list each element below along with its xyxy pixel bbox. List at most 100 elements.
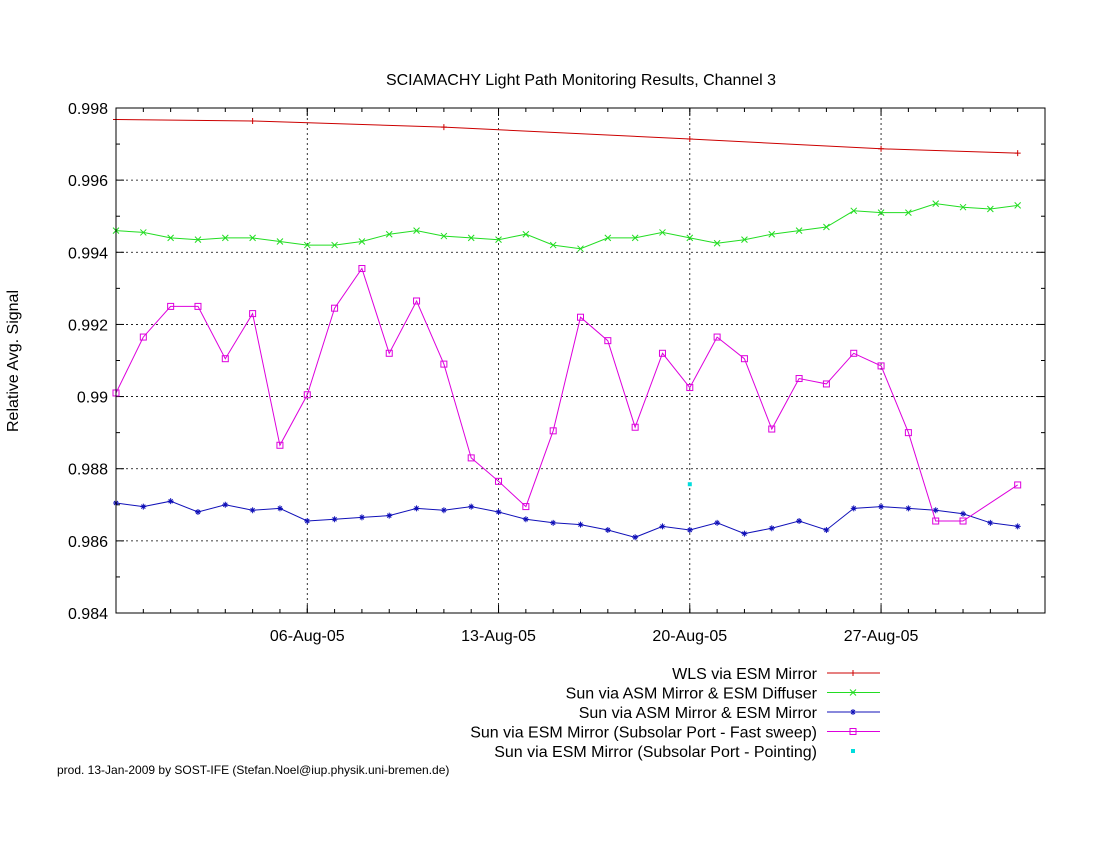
data-point: [549, 241, 557, 249]
data-point: [468, 503, 475, 510]
data-point: [795, 227, 803, 234]
data-point: [631, 234, 639, 242]
plot-frame: [115, 107, 1046, 614]
data-point: [823, 223, 830, 231]
y-tick-label: 0.99: [77, 390, 108, 407]
data-point: [1014, 202, 1022, 209]
legend-label: Sun via ASM Mirror & ESM Diffuser: [566, 686, 818, 703]
data-point: [577, 313, 584, 321]
legend: WLS via ESM Mirror Sun via ASM Mirror & E…: [470, 666, 880, 761]
data-point: [932, 507, 939, 514]
data-point: [358, 514, 365, 521]
data-point: [167, 234, 175, 242]
data-point: [850, 207, 858, 215]
data-point: [303, 241, 311, 249]
data-point: [850, 349, 858, 357]
series-3-line: [115, 500, 1018, 538]
y-tick-label: 0.994: [68, 245, 108, 262]
data-point: [358, 265, 366, 273]
grid: [116, 108, 1045, 613]
data-point: [440, 360, 448, 368]
data-point: [467, 454, 475, 462]
data-point: [549, 427, 557, 435]
data-point: [960, 510, 967, 517]
data-point: [440, 507, 447, 514]
data-point: [385, 349, 393, 357]
data-point: [878, 145, 885, 152]
data-point: [768, 525, 775, 532]
data-point: [304, 518, 311, 525]
data-point: [249, 234, 256, 242]
data-point: [959, 517, 967, 525]
legend-label: Sun via ESM Mirror (Subsolar Port - Poin…: [494, 744, 817, 761]
y-axis-label: Relative Avg. Signal: [5, 290, 22, 432]
data-point: [522, 230, 530, 238]
data-point: [139, 229, 147, 236]
data-point: [877, 362, 885, 370]
data-point: [139, 333, 147, 341]
legend-marker: [850, 709, 856, 715]
data-point: [276, 505, 283, 512]
data-point: [713, 239, 721, 247]
series-4: [112, 265, 1022, 525]
data-point: [741, 530, 748, 537]
chart-title: SCIAMACHY Light Path Monitoring Results,…: [386, 72, 776, 89]
legend-label: Sun via ESM Mirror (Subsolar Port - Fast…: [470, 725, 817, 742]
data-point: [905, 209, 912, 216]
data-point: [932, 517, 940, 525]
data-point: [932, 200, 940, 207]
data-point: [331, 241, 338, 249]
data-point: [658, 349, 666, 357]
footer-credit: prod. 13-Jan-2009 by SOST-IFE (Stefan.No…: [57, 763, 450, 777]
data-point: [740, 355, 748, 363]
data-point: [440, 232, 448, 240]
x-tick-label: 27-Aug-05: [844, 628, 919, 645]
data-point: [522, 516, 529, 523]
legend-label: WLS via ESM Mirror: [672, 666, 818, 683]
data-point: [686, 527, 693, 534]
data-point: [822, 380, 830, 388]
y-ticks: 0.998 0.996 0.994 0.992 0.99 0.988 0.986 0.984: [68, 101, 1045, 623]
data-point: [687, 482, 692, 487]
data-point: [522, 503, 530, 511]
data-point: [686, 234, 694, 242]
data-point: [222, 501, 229, 508]
legend-marker: [851, 749, 855, 753]
data-point: [167, 498, 174, 505]
series-1: [113, 116, 1021, 157]
data-point: [631, 423, 639, 431]
y-tick-label: 0.984: [68, 606, 108, 623]
data-point: [850, 505, 857, 512]
data-point: [221, 355, 229, 363]
data-point: [768, 425, 776, 433]
data-point: [577, 245, 584, 253]
data-point: [604, 527, 611, 534]
x-tick-label: 20-Aug-05: [652, 628, 727, 645]
data-point: [986, 205, 994, 213]
data-point: [686, 136, 693, 143]
data-point: [495, 509, 502, 515]
data-point: [413, 505, 420, 512]
data-point: [385, 230, 393, 238]
x-ticks: 06-Aug-05 13-Aug-05 20-Aug-05 27-Aug-05: [142, 108, 1019, 645]
series-layer: [112, 116, 1022, 541]
data-point: [714, 519, 721, 526]
series-2-line: [115, 203, 1018, 250]
data-point: [1014, 481, 1022, 489]
data-point: [1014, 150, 1021, 157]
data-point: [659, 523, 666, 530]
series-4-line: [115, 267, 1018, 522]
data-point: [276, 441, 284, 449]
data-point: [877, 209, 885, 216]
data-point: [194, 302, 202, 310]
data-point: [331, 304, 339, 312]
data-point: [577, 521, 584, 528]
data-point: [632, 534, 639, 541]
data-point: [331, 516, 338, 523]
series-2: [112, 200, 1022, 253]
data-point: [249, 507, 256, 514]
y-tick-label: 0.998: [68, 101, 108, 118]
data-point: [987, 519, 994, 526]
data-point: [878, 503, 885, 510]
data-point: [768, 230, 776, 238]
